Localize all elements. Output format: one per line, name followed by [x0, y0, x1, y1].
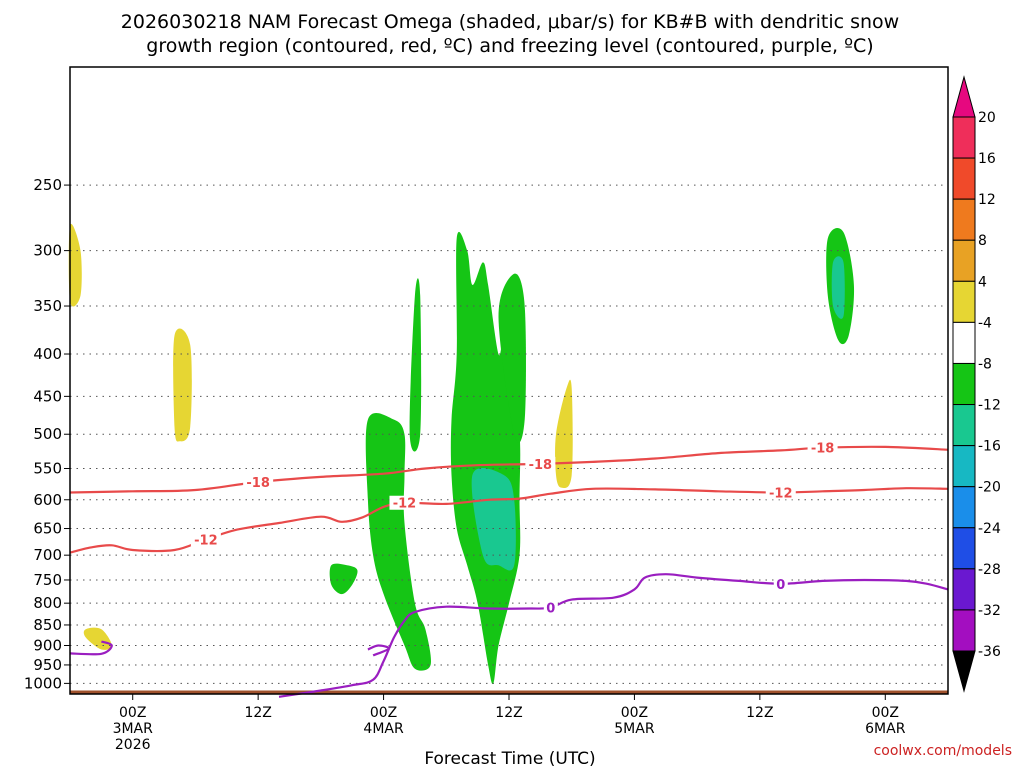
contour-label-bg-1-3: [807, 440, 838, 455]
y-tick-label-500: 500: [33, 425, 62, 443]
omega-region-1: [68, 223, 82, 307]
contour-label-bg-3-1: [773, 576, 788, 591]
contour-label-bg-2-3: [765, 485, 796, 500]
chart-title-line1: 2026030218 NAM Forecast Omega (shaded, μ…: [121, 11, 899, 33]
y-tick-label-1000: 1000: [24, 674, 62, 692]
contour-label-2-3: -12: [769, 486, 793, 501]
contour-label-1-1: -18: [246, 476, 270, 491]
omega-region-5: [329, 563, 358, 595]
colorbar-label-12: -28: [978, 562, 1001, 578]
y-tick-label-250: 250: [33, 176, 62, 194]
contour-line-3: [278, 573, 949, 698]
omega-region-7: [409, 278, 422, 452]
contour-label-1-3: -18: [811, 442, 835, 457]
x-tick-label-3-1: 00Z: [370, 705, 397, 721]
omega-region-9: [498, 273, 526, 443]
contour-label-bg-1-2: [525, 456, 556, 471]
colorbar-segment-1: [952, 116, 976, 159]
contour-line-4: [69, 640, 113, 656]
colorbar-label-9: -16: [978, 439, 1001, 455]
omega-region-6: [365, 413, 431, 671]
omega-shading: [68, 223, 855, 685]
contour-label-3-2: 0: [546, 602, 555, 617]
colorbar-label-11: -24: [978, 521, 1001, 537]
omega-region-3: [555, 379, 573, 489]
y-tick-label-750: 750: [33, 571, 62, 589]
credit-text: coolwx.com/models: [874, 743, 1012, 759]
contour-label-bg-3-2: [543, 600, 558, 615]
omega-region-12: [831, 256, 845, 319]
colorbar-segment-13: [952, 609, 976, 652]
x-tick-label-3-2: 4MAR: [363, 721, 404, 737]
contour-line-1: [69, 445, 949, 494]
colorbar-segment-8: [952, 404, 976, 447]
colorbar-segment-10: [952, 486, 976, 529]
x-tick-label-4-1: 12Z: [495, 705, 522, 721]
y-tick-label-800: 800: [33, 594, 62, 612]
y-tick-label-900: 900: [33, 637, 62, 655]
x-tick-label-7-2: 6MAR: [865, 721, 906, 737]
y-tick-label-400: 400: [33, 345, 62, 363]
y-tick-label-600: 600: [33, 491, 62, 509]
y-tick-label-300: 300: [33, 242, 62, 260]
colorbar-segment-2: [952, 157, 976, 200]
y-tick-label-850: 850: [33, 616, 62, 634]
contour-label-3-1: 0: [776, 578, 785, 593]
colorbar-label-3: 12: [978, 192, 996, 208]
omega-region-11: [471, 467, 516, 571]
chart-title-line2: growth region (contoured, red, ºC) and f…: [146, 35, 873, 57]
omega-region-4: [83, 627, 112, 650]
y-tick-label-650: 650: [33, 520, 62, 538]
x-tick-label-5-1: 00Z: [621, 705, 648, 721]
colorbar-label-7: -8: [978, 356, 992, 372]
contour-label-bg-2-2: [389, 495, 420, 510]
contour-label-bg-1-1: [243, 474, 274, 489]
colorbar-label-14: -36: [978, 644, 1001, 660]
contour-label-2-1: -12: [194, 533, 218, 548]
x-tick-label-5-2: 5MAR: [614, 721, 655, 737]
omega-region-2: [173, 328, 192, 442]
y-axis-ticks: 250 300 350 400 450 500 550 600 650 700 750 800 850 9…: [24, 176, 70, 692]
x-tick-label-1-3: 2026: [115, 737, 151, 753]
contour-label-2-2: -12: [393, 497, 417, 512]
contour-line-5: [367, 644, 390, 657]
colorbar-segment-5: [952, 280, 976, 323]
colorbar-segment-3: [952, 198, 976, 241]
contour-label-bg-2-1: [190, 532, 221, 547]
colorbar-label-4: 8: [978, 233, 987, 249]
colorbar-segment-12: [952, 568, 976, 611]
colorbar-label-6: -4: [978, 315, 992, 331]
colorbar-label-5: 4: [978, 274, 987, 290]
x-tick-label-7-1: 00Z: [872, 705, 899, 721]
colorbar-under-triangle: [952, 650, 976, 693]
ground-fill: [70, 690, 948, 694]
colorbar-segment-4: [952, 239, 976, 282]
y-tick-label-450: 450: [33, 387, 62, 405]
x-axis-label: Forecast Time (UTC): [424, 749, 595, 768]
y-tick-label-350: 350: [33, 297, 62, 315]
colorbar: 20 16 12 8 4 -4 -8 -12 -16 -20 -24 -28 -32 -36: [952, 75, 1001, 693]
colorbar-segment-6: [952, 321, 976, 364]
colorbar-label-8: -12: [978, 398, 1001, 414]
colorbar-label-1: 20: [978, 110, 996, 126]
colorbar-label-13: -32: [978, 603, 1001, 619]
x-tick-label-1-2: 3MAR: [113, 721, 154, 737]
colorbar-label-2: 16: [978, 151, 996, 167]
temperature-contours: -18 -18 -18 -12 -12 -12 0 0: [69, 440, 949, 698]
y-tick-label-950: 950: [33, 656, 62, 674]
colorbar-segment-7: [952, 362, 976, 406]
colorbar-label-10: -20: [978, 480, 1001, 496]
contour-label-1-2: -18: [529, 458, 553, 473]
y-tick-label-700: 700: [33, 546, 62, 564]
colorbar-over-triangle: [952, 75, 976, 118]
x-tick-label-6-1: 12Z: [746, 705, 773, 721]
colorbar-segment-9: [952, 445, 976, 488]
ground-layer: [70, 690, 948, 694]
y-tick-label-550: 550: [33, 459, 62, 477]
x-tick-label-1-1: 00Z: [119, 705, 146, 721]
colorbar-segment-11: [952, 527, 976, 570]
x-tick-label-2-1: 12Z: [244, 705, 271, 721]
